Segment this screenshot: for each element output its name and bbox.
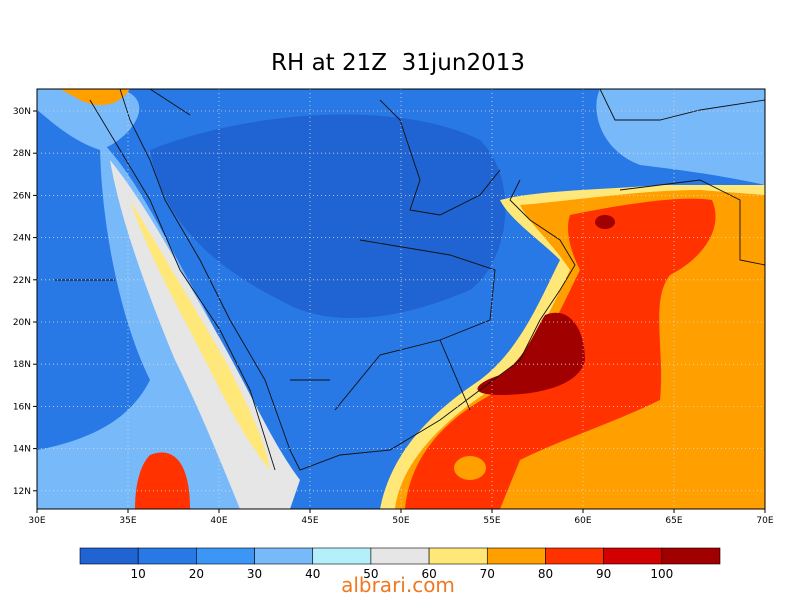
colorbar-label: 100 [650,567,673,581]
lon-label: 55E [483,516,500,526]
lat-label: 14N [13,445,31,455]
lat-label: 30N [13,107,31,117]
colorbar-label: 40 [305,567,320,581]
field-area [595,215,615,229]
colorbar: 10 20 30 40 50 60 70 80 90 100 [79,547,721,581]
lon-label: 35E [119,516,136,526]
rh-field [37,89,765,509]
colorbar-box [312,547,372,565]
colorbar-label: 80 [538,567,553,581]
colorbar-box [661,547,721,565]
colorbar-label: 30 [247,567,262,581]
lon-label: 70E [756,516,773,526]
lat-label: 12N [13,487,31,497]
graticule: 30E 35E 40E 45E 50E 55E 60E 65E 70E 30N 28N 26N 24N 2… [13,89,774,526]
colorbar-label: 10 [131,567,146,581]
lon-label: 40E [210,516,227,526]
colorbar-label: 70 [480,567,495,581]
colorbar-box [196,547,255,565]
field-area [60,89,130,106]
colorbar-box [79,547,139,565]
lat-label: 24N [13,234,31,244]
title: RH at 21Z 31jun2013 [271,50,525,76]
field-area [454,456,486,480]
field-area [135,452,190,509]
lat-label: 18N [13,360,31,370]
colorbar-box [603,547,663,565]
colorbar-box [428,547,488,565]
colorbar-box [370,547,430,565]
field-area [596,89,765,185]
lat-label: 26N [13,191,31,201]
border [149,89,496,411]
watermark: albrari.com [341,573,455,597]
colorbar-box [545,547,604,565]
colorbar-label: 20 [189,567,204,581]
lon-label: 60E [574,516,591,526]
colorbar-box [254,547,314,565]
field-dry [150,114,506,319]
colorbar-label: 90 [596,567,611,581]
lon-label: 45E [301,516,318,526]
colorbar-box [486,547,546,565]
lon-label: 65E [665,516,682,526]
colorbar-box [137,547,197,565]
colorbar-label: 50 [363,567,378,581]
lon-label: 30E [28,516,45,526]
colorbar-label: 60 [421,567,436,581]
lat-label: 20N [13,318,31,328]
lat-label: 22N [13,276,31,286]
lat-label: 28N [13,149,31,159]
lon-label: 50E [392,516,409,526]
lat-label: 16N [13,402,31,412]
field-area [477,312,585,395]
map-frame [36,88,766,510]
field-area [130,200,270,470]
field-area [37,89,140,150]
coastline [55,89,765,471]
